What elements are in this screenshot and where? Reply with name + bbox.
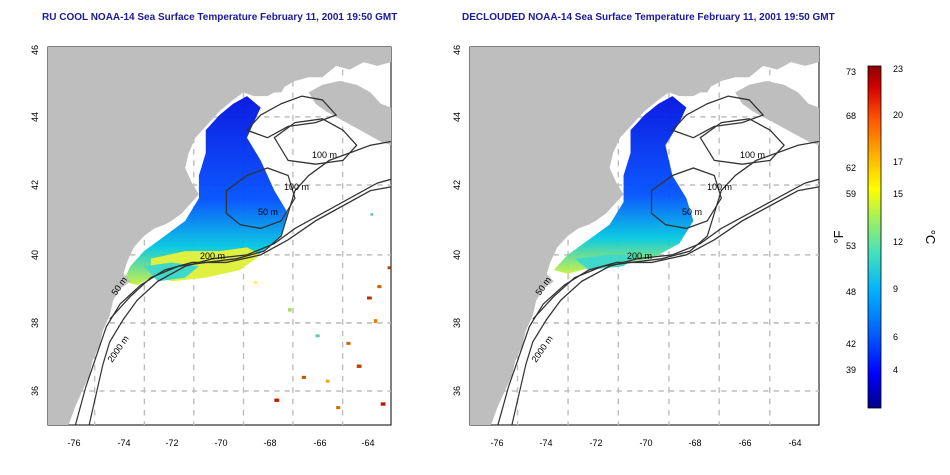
left-y-tick: 40 (30, 250, 40, 260)
celsius-tick: 12 (893, 237, 903, 247)
right-y-tick: 38 (452, 318, 462, 328)
right-y-tick: 36 (452, 386, 462, 396)
left-x-tick: -68 (263, 438, 276, 448)
celsius-tick: 17 (893, 157, 903, 167)
right-x-tick: -72 (589, 438, 602, 448)
left-y-tick: 42 (30, 180, 40, 190)
colorbar-fahrenheit-label: °F (831, 230, 846, 243)
right-sst-field (553, 96, 694, 274)
fahrenheit-tick: 39 (846, 365, 856, 375)
left-x-tick: -70 (214, 438, 227, 448)
celsius-tick: 20 (893, 110, 903, 120)
left-x-tick: -64 (361, 438, 374, 448)
right-contour-label-50m-a: 50 m (682, 207, 702, 217)
left-x-tick: -76 (67, 438, 80, 448)
temperature-colorbar: 73 68 62 59 53 48 42 39 23 20 17 15 12 9… (831, 64, 938, 409)
left-contour-label-100m-b: 100 m (284, 182, 309, 192)
right-y-tick: 40 (452, 250, 462, 260)
right-y-axis: 36 38 40 42 44 46 (452, 45, 462, 396)
fahrenheit-tick: 53 (846, 241, 856, 251)
right-x-tick: -66 (738, 438, 751, 448)
left-map-panel: 100 m 100 m 50 m 200 m 50 m 2000 m -76 -… (30, 45, 392, 448)
left-x-tick: -72 (165, 438, 178, 448)
right-contour-label-100m-a: 100 m (740, 150, 765, 160)
left-sst-speckles (253, 213, 391, 410)
right-x-tick: -74 (539, 438, 552, 448)
left-y-tick: 44 (30, 112, 40, 122)
right-panel-title: DECLOUDED NOAA-14 Sea Surface Temperatur… (462, 12, 835, 23)
celsius-tick: 23 (893, 64, 903, 74)
left-contour-label-100m-a: 100 m (312, 150, 337, 160)
right-x-tick: -70 (639, 438, 652, 448)
celsius-tick: 15 (893, 189, 903, 199)
fahrenheit-tick: 48 (846, 287, 856, 297)
colorbar-celsius-label: °C (923, 230, 938, 245)
fahrenheit-tick: 73 (846, 67, 856, 77)
right-y-tick: 44 (452, 112, 462, 122)
right-y-tick: 42 (452, 180, 462, 190)
right-x-tick: -68 (688, 438, 701, 448)
fahrenheit-tick: 42 (846, 339, 856, 349)
left-contour-label-200m: 200 m (200, 251, 225, 261)
right-x-axis: -76 -74 -72 -70 -68 -66 -64 (490, 438, 801, 448)
left-y-tick: 38 (30, 318, 40, 328)
right-x-tick: -76 (490, 438, 503, 448)
left-panel-title: RU COOL NOAA-14 Sea Surface Temperature … (42, 12, 398, 23)
left-x-axis: -76 -74 -72 -70 -68 -66 -64 (67, 438, 374, 448)
right-x-tick: -64 (788, 438, 801, 448)
colorbar-celsius-ticks: 23 20 17 15 12 9 6 4 (893, 64, 903, 375)
celsius-tick: 4 (893, 365, 898, 375)
fahrenheit-tick: 62 (846, 163, 856, 173)
left-x-tick: -74 (117, 438, 130, 448)
left-y-axis: 36 38 40 42 44 46 (30, 45, 40, 396)
fahrenheit-tick: 59 (846, 189, 856, 199)
left-y-tick: 36 (30, 386, 40, 396)
right-contour-label-200m: 200 m (627, 251, 652, 261)
right-y-tick: 46 (452, 45, 462, 55)
right-contour-label-100m-b: 100 m (707, 182, 732, 192)
celsius-tick: 9 (893, 284, 898, 294)
fahrenheit-tick: 68 (846, 111, 856, 121)
celsius-tick: 6 (893, 332, 898, 342)
colorbar-gradient (867, 65, 882, 409)
left-x-tick: -66 (313, 438, 326, 448)
right-map-panel: 100 m 100 m 50 m 200 m 50 m 2000 m -76 -… (452, 45, 820, 448)
left-contour-label-50m-a: 50 m (258, 207, 278, 217)
left-y-tick: 46 (30, 45, 40, 55)
colorbar-fahrenheit-ticks: 73 68 62 59 53 48 42 39 (846, 67, 856, 375)
